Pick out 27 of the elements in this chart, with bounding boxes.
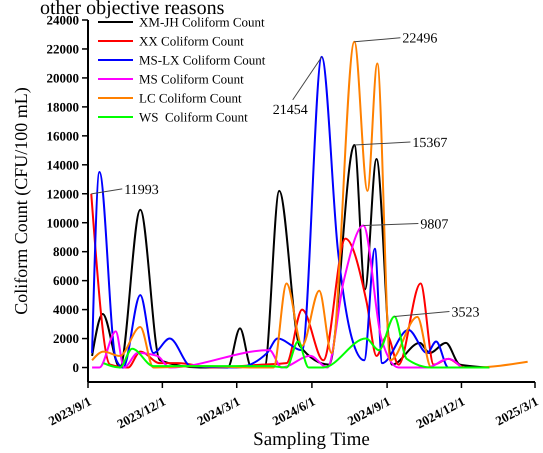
- line-series: [102, 316, 490, 369]
- annotation: 15367: [412, 136, 448, 151]
- y-tick-label: 20000: [46, 70, 79, 86]
- y-tick-label: 16000: [46, 128, 79, 144]
- legend-label: XM-JH Coliform Count: [139, 14, 266, 30]
- legend-label: MS Coliform Count: [139, 72, 244, 87]
- y-tick-label: 6000: [53, 273, 79, 288]
- legend-label: WS Coliform Count: [139, 110, 248, 125]
- annotation: 3523: [451, 305, 480, 320]
- y-axis-title: Coliform Count (CFU/100 mL): [11, 87, 31, 315]
- y-tick-label: 22000: [46, 42, 79, 57]
- y-tick-label: 0: [72, 360, 79, 376]
- y-tick-label: 14000: [46, 157, 79, 172]
- annotation: 11993: [124, 182, 159, 198]
- annotation: 21454: [272, 102, 308, 118]
- legend-label: XX Coliform Count: [139, 34, 244, 49]
- y-tick-label: 8000: [53, 244, 79, 260]
- y-tick-label: 10000: [46, 215, 79, 230]
- y-tick-label: 18000: [46, 99, 79, 114]
- y-tick-label: 2000: [53, 331, 79, 346]
- annotation: 9807: [420, 217, 448, 232]
- legend-label: MS-LX Coliform Count: [139, 52, 266, 68]
- y-tick-label: 12000: [46, 186, 79, 202]
- y-tick-label: 4000: [53, 302, 79, 318]
- legend-label: LC Coliform Count: [139, 90, 242, 106]
- annotation: 22496: [402, 32, 438, 47]
- x-axis-title: Sampling Time: [253, 429, 370, 450]
